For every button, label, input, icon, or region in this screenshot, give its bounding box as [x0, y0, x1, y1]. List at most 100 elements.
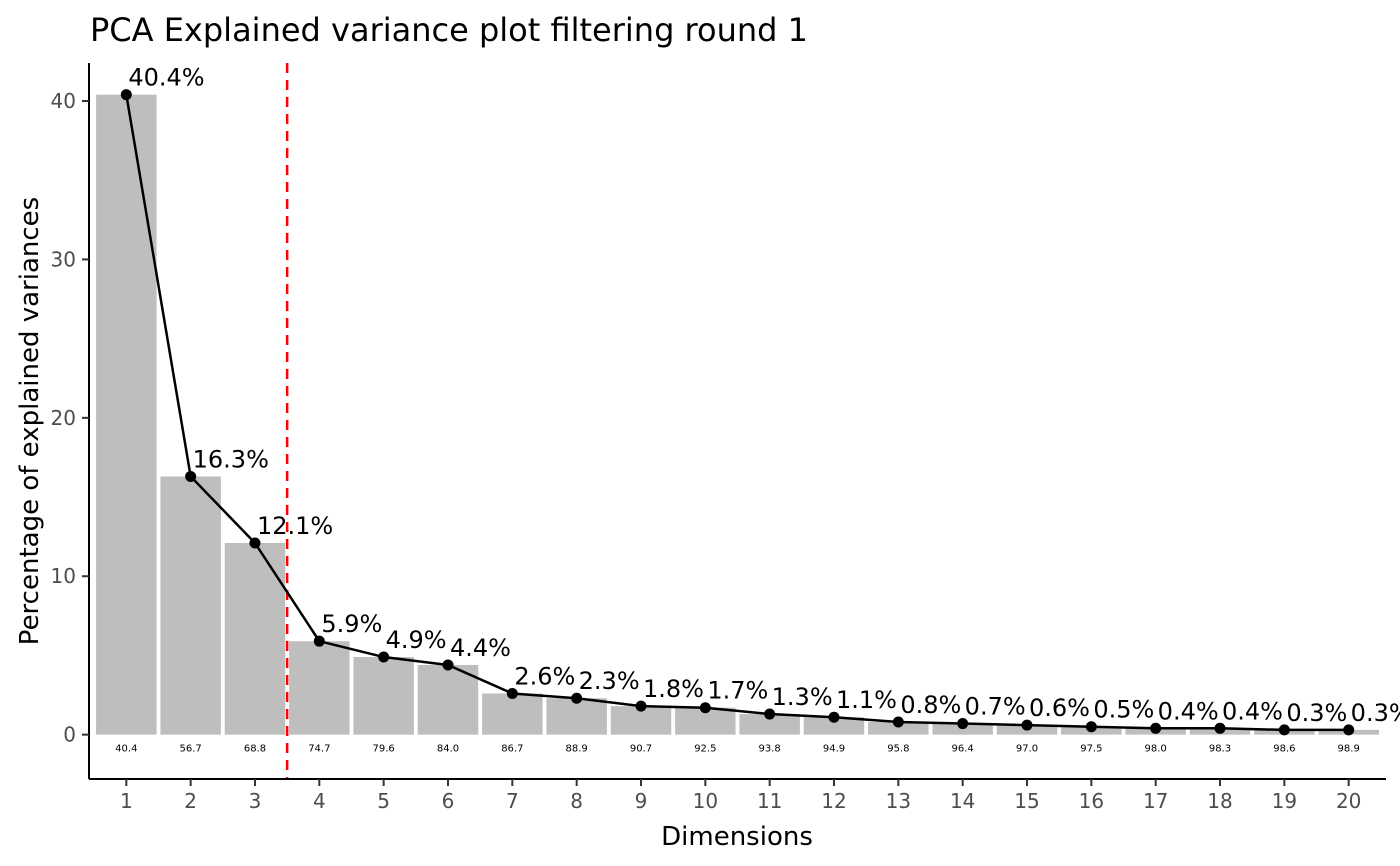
cumulative-label: 94.9 — [823, 744, 845, 755]
point-label: 1.8% — [643, 675, 704, 703]
data-point — [313, 635, 325, 647]
x-tick-label: 20 — [1336, 789, 1361, 813]
axes — [88, 63, 1386, 780]
bars — [96, 94, 1379, 735]
cumulative-label: 98.9 — [1338, 744, 1360, 755]
point-label: 0.6% — [1029, 694, 1090, 722]
y-tick-label: 40 — [51, 89, 76, 113]
y-axis-title: Percentage of explained variances — [15, 197, 45, 645]
bar — [289, 641, 350, 735]
data-point — [120, 89, 132, 101]
cumulative-label: 97.0 — [1016, 744, 1038, 755]
x-tick-label: 3 — [249, 789, 262, 813]
data-point — [635, 700, 647, 712]
x-tick-label: 17 — [1143, 789, 1168, 813]
chart-title: PCA Explained variance plot filtering ro… — [90, 11, 808, 49]
bar — [868, 721, 929, 735]
x-tick-label: 2 — [184, 789, 197, 813]
bar — [739, 714, 800, 735]
point-label: 0.7% — [965, 693, 1026, 721]
points — [120, 89, 1355, 736]
point-label: 0.3% — [1286, 699, 1347, 727]
data-point — [1278, 724, 1290, 736]
x-tick-label: 7 — [506, 789, 519, 813]
point-label: 4.4% — [450, 634, 511, 662]
cumulative-label: 86.7 — [501, 744, 523, 755]
data-point — [571, 692, 583, 704]
x-tick-label: 13 — [886, 789, 911, 813]
cumulative-label: 68.8 — [244, 744, 266, 755]
data-point — [442, 659, 454, 671]
point-label: 0.3% — [1351, 699, 1400, 727]
cumulative-label: 98.0 — [1145, 744, 1167, 755]
y-tick-label: 0 — [63, 723, 76, 747]
cumulative-label: 56.7 — [180, 744, 202, 755]
cumulative-label: 96.4 — [952, 744, 974, 755]
data-point — [828, 711, 840, 723]
cumulative-label: 97.5 — [1080, 744, 1102, 755]
point-label: 5.9% — [321, 610, 382, 638]
x-tick-label: 16 — [1079, 789, 1104, 813]
cumulative-label: 74.7 — [308, 744, 330, 755]
cumulative-label: 40.4 — [115, 744, 137, 755]
bar — [482, 693, 543, 735]
cumulative-label: 90.7 — [630, 744, 652, 755]
data-point — [1214, 722, 1226, 734]
data-point — [699, 702, 711, 714]
point-label: 0.5% — [1093, 696, 1154, 724]
bar — [417, 664, 479, 735]
data-point — [1343, 724, 1355, 736]
bar — [932, 723, 993, 735]
x-axis-title: Dimensions — [661, 822, 813, 852]
x-tick-label: 15 — [1014, 789, 1039, 813]
x-tick-label: 18 — [1207, 789, 1232, 813]
cumulative-label: 92.5 — [694, 744, 716, 755]
x-tick-label: 14 — [950, 789, 975, 813]
data-point — [957, 718, 969, 730]
point-label: 1.7% — [707, 677, 768, 705]
bar — [224, 542, 286, 735]
x-tick-label: 5 — [377, 789, 390, 813]
x-tick-label: 11 — [757, 789, 782, 813]
cumulative-label: 84.0 — [437, 744, 459, 755]
point-label: 16.3% — [193, 445, 269, 473]
cumulative-label: 88.9 — [566, 744, 588, 755]
cumulative-labels: 40.4 56.7 68.8 74.7 79.6 84.0 86.7 88.9 90.7 92.5… — [115, 744, 1360, 755]
point-label: 40.4% — [128, 64, 204, 92]
y-tick-label: 20 — [51, 406, 76, 430]
point-label: 1.1% — [836, 686, 897, 714]
data-point — [506, 687, 518, 699]
data-point — [764, 708, 776, 720]
data-point — [892, 716, 904, 728]
cumulative-label: 98.3 — [1209, 744, 1231, 755]
x-tick-label: 19 — [1272, 789, 1297, 813]
variance-line — [125, 94, 1349, 732]
cumulative-label: 95.8 — [887, 744, 909, 755]
cumulative-label: 93.8 — [759, 744, 781, 755]
bar — [353, 657, 414, 735]
y-tick-label: 30 — [51, 247, 76, 271]
point-labels: 40.4%16.3%12.1%5.9%4.9% 4.4%2.6% 2.3% 1.8% 1… — [128, 64, 1400, 727]
point-label: 4.9% — [386, 626, 447, 654]
data-point — [378, 651, 390, 663]
cumulative-label: 79.6 — [373, 744, 395, 755]
bar — [546, 698, 607, 735]
x-tick-label: 1 — [120, 789, 133, 813]
data-point — [249, 537, 261, 549]
y-tick-label: 10 — [51, 564, 76, 588]
x-tick-label: 4 — [313, 789, 326, 813]
x-tick-label: 12 — [821, 789, 846, 813]
bar — [160, 476, 221, 735]
bar — [803, 717, 865, 735]
data-point — [185, 470, 197, 482]
cumulative-label: 98.6 — [1273, 744, 1295, 755]
point-label: 0.8% — [900, 691, 961, 719]
point-label: 2.3% — [579, 667, 640, 695]
x-ticks: 1 2 3 4 5 6 7 8 9 10 11 12 13 14 15 16 17 18 19 20 — [120, 779, 1361, 813]
data-point — [1150, 722, 1162, 734]
point-label: 0.4% — [1158, 697, 1219, 725]
y-ticks: 0 10 20 30 40 — [51, 89, 89, 747]
x-tick-label: 8 — [570, 789, 583, 813]
bar — [96, 94, 157, 735]
x-tick-label: 6 — [442, 789, 455, 813]
